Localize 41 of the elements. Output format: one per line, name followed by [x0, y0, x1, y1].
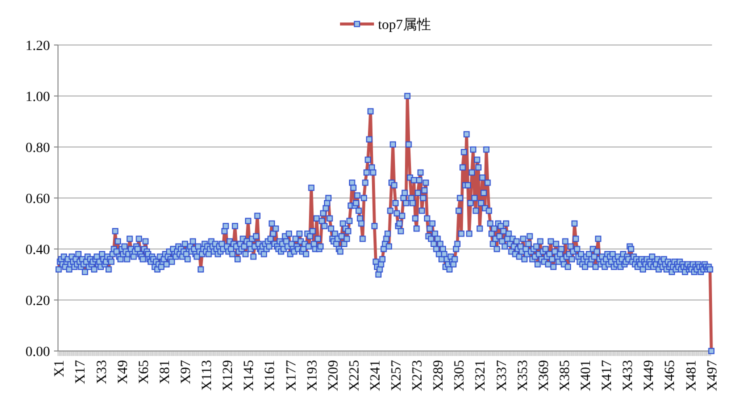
x-tick-label: X177 [284, 360, 300, 392]
x-tick-label: X193 [305, 360, 320, 392]
y-tick-label: 0.80 [26, 141, 50, 156]
x-tick-label: X369 [536, 360, 552, 392]
x-tick-label: X481 [684, 360, 700, 392]
x-tick-label: X417 [600, 360, 616, 392]
x-tick-label: X129 [221, 360, 236, 392]
x-tick-label: X33 [94, 360, 110, 384]
x-tick-label: X449 [642, 360, 658, 392]
x-tick-label: X385 [558, 360, 573, 392]
x-tick-label: X145 [242, 360, 258, 392]
x-tick-label: X305 [452, 360, 468, 392]
x-tick-label: X497 [705, 360, 720, 392]
x-tick-label: X401 [579, 360, 594, 392]
legend: top7属性 [340, 18, 431, 33]
y-tick-label: 1.00 [26, 90, 50, 105]
y-tick-label: 0.00 [26, 345, 50, 360]
x-tick-label: X465 [663, 360, 678, 392]
x-tick-label: X433 [621, 360, 636, 392]
x-tick-label: X65 [136, 360, 152, 384]
x-tick-label: X97 [178, 360, 194, 384]
x-tick-label: X17 [74, 360, 89, 384]
x-tick-label: X161 [263, 360, 278, 392]
x-tick-label: X241 [368, 360, 384, 392]
x-tick-label: X353 [516, 360, 531, 392]
y-tick-label: 0.40 [26, 243, 50, 258]
x-tick-label: X113 [200, 360, 216, 391]
x-tick-label: X1 [52, 360, 68, 378]
x-tick-label: X321 [474, 360, 489, 392]
legend-label: top7属性 [378, 17, 431, 33]
x-tick-label: X273 [410, 360, 426, 392]
x-tick-label: X49 [116, 360, 131, 384]
x-tick-label: X289 [432, 360, 447, 392]
y-tick-label: 0.60 [26, 192, 50, 207]
y-tick-label: 0.20 [26, 294, 50, 309]
x-tick-label: X209 [326, 360, 342, 392]
x-tick-label: X81 [158, 360, 173, 384]
y-tick-label: 1.20 [26, 39, 50, 54]
x-tick-label: X257 [390, 360, 405, 392]
x-tick-label: X225 [347, 360, 362, 392]
x-tick-label: X337 [494, 360, 510, 392]
